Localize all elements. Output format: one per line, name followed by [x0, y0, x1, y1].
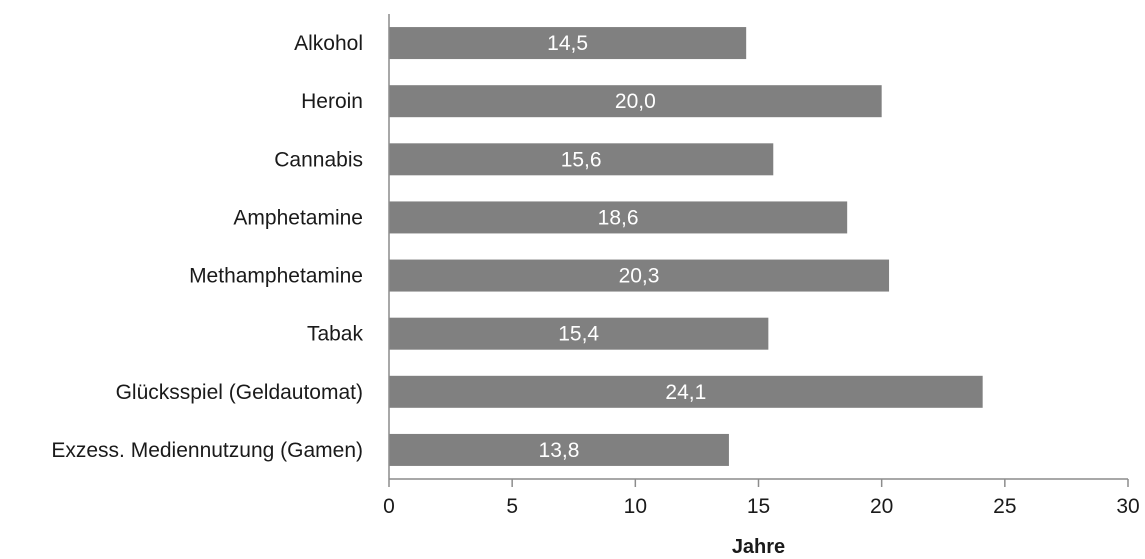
data-label: 24,1: [665, 381, 706, 404]
category-label: Amphetamine: [233, 206, 363, 229]
x-tick-label: 15: [747, 495, 770, 518]
data-label: 20,0: [615, 90, 656, 113]
category-label: Glücksspiel (Geldautomat): [116, 381, 363, 404]
x-ticks-group: 0 5 10 15 20 25 30: [383, 479, 1140, 518]
bar: [389, 433, 729, 466]
data-label: 18,6: [598, 206, 639, 229]
x-tick-label: 5: [506, 495, 518, 518]
bar: [389, 201, 848, 234]
x-tick-label: 20: [870, 495, 893, 518]
category-label: Methamphetamine: [189, 265, 363, 288]
x-axis-title: Jahre: [732, 536, 785, 558]
bar: [389, 259, 890, 292]
bar: [389, 143, 774, 176]
category-label: Tabak: [307, 323, 364, 346]
data-label: 15,4: [558, 323, 599, 346]
category-label: Heroin: [301, 90, 363, 113]
x-tick-label: 25: [993, 495, 1016, 518]
category-label: Cannabis: [274, 148, 363, 171]
data-label: 14,5: [547, 32, 588, 55]
category-label: Alkohol: [294, 32, 363, 55]
bar: [389, 317, 769, 350]
x-tick-label: 0: [383, 495, 395, 518]
x-tick-label: 30: [1116, 495, 1139, 518]
bar: [389, 85, 882, 118]
data-labels-group: 14,5 20,0 15,6 18,6 20,3 15,4 24,1 13,8: [539, 32, 707, 462]
data-label: 13,8: [539, 439, 580, 462]
x-tick-label: 10: [624, 495, 647, 518]
category-label: Exzess. Mediennutzung (Gamen): [51, 439, 363, 462]
category-labels-group: Alkohol Heroin Cannabis Amphetamine Methamph…: [51, 32, 363, 462]
bar: [389, 375, 983, 408]
data-label: 20,3: [619, 265, 660, 288]
bars-group: [389, 27, 983, 466]
data-label: 15,6: [561, 148, 602, 171]
bar: [389, 27, 747, 60]
